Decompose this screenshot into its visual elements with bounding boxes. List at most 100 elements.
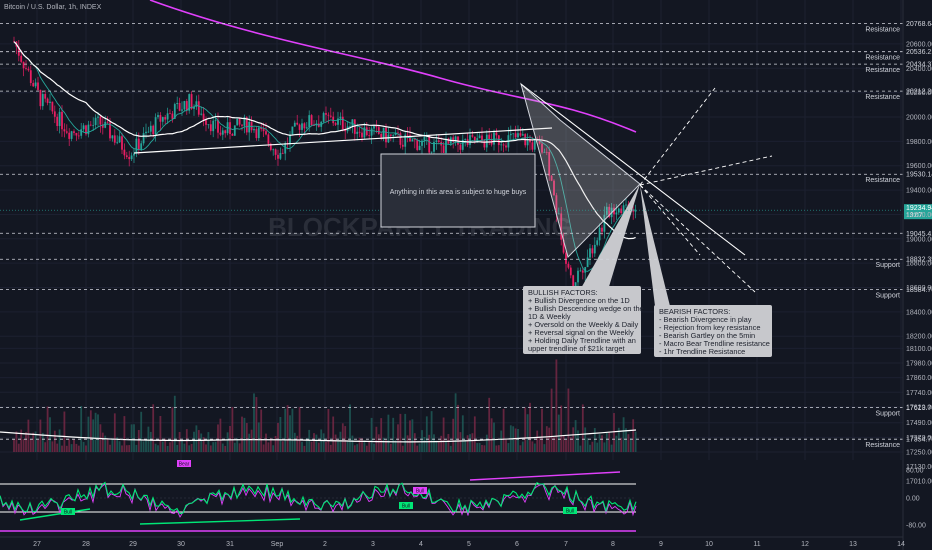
candle: [63, 129, 66, 132]
volume-bar: [68, 438, 71, 452]
candle: [608, 206, 611, 218]
volume-bar: [209, 445, 212, 452]
candle: [238, 118, 241, 125]
candle: [94, 117, 97, 126]
candle: [428, 135, 431, 153]
volume-bar: [272, 445, 275, 452]
volume-bar: [596, 442, 599, 452]
candle: [632, 209, 635, 212]
callout-pointer: [580, 184, 640, 290]
volume-bar: [430, 411, 433, 452]
volume-bar: [267, 442, 270, 452]
time-tick-label: 30: [177, 541, 185, 548]
candle: [584, 267, 587, 273]
price-tick-label: 19200.00: [906, 212, 932, 219]
volume-bar: [548, 427, 551, 452]
candle: [581, 270, 584, 273]
candle: [469, 135, 471, 145]
candle: [361, 132, 363, 138]
volume-bar: [632, 419, 635, 452]
volume-bar: [255, 397, 258, 452]
level-value-label: 19045.41: [906, 231, 932, 238]
time-tick-label: 10: [705, 541, 713, 548]
candle: [181, 109, 183, 111]
volume-bar: [440, 435, 443, 452]
level-name-label: Resistance: [865, 67, 900, 74]
volume-bar: [589, 444, 591, 452]
candle: [548, 151, 551, 176]
price-tick-label: 18800.00: [906, 261, 932, 268]
volume-bar: [20, 429, 23, 452]
drawings: [133, 82, 773, 306]
volume-bar: [613, 413, 615, 452]
candle: [502, 144, 505, 146]
candle: [500, 144, 503, 146]
candle: [87, 124, 90, 135]
volume-bar: [29, 438, 32, 452]
volume-bar: [521, 441, 524, 452]
time-tick-label: 14: [897, 541, 905, 548]
candle: [370, 128, 373, 136]
candle: [471, 135, 474, 137]
candle: [375, 125, 378, 128]
volume-bar: [457, 404, 459, 452]
volume-bar: [629, 438, 632, 452]
candle: [493, 132, 495, 145]
current-time-label: 13:07: [906, 212, 923, 219]
volume-bar: [159, 415, 162, 452]
volume-bar: [392, 417, 395, 452]
candle: [176, 103, 179, 105]
volume-bar: [358, 437, 361, 452]
candle: [620, 208, 623, 214]
candle: [32, 83, 35, 87]
candle: [389, 134, 392, 136]
level-value-label: 19530.14: [906, 172, 932, 179]
candle: [197, 101, 200, 115]
candle: [279, 152, 282, 159]
volume-bar: [584, 427, 587, 452]
oscillator-signal-tag: [413, 487, 427, 494]
volume-bar: [279, 416, 282, 452]
candle: [221, 130, 224, 135]
volume-bar: [497, 445, 500, 452]
candle: [301, 123, 303, 130]
candle: [111, 135, 114, 139]
volume-bar: [526, 414, 529, 452]
bearish-note-line: - 1hr Trendline Resistance: [659, 347, 745, 356]
price-tick-label: 19600.00: [906, 163, 932, 170]
bullish-note-line: + Reversal signal on the Weekly: [528, 328, 634, 337]
candle: [574, 282, 577, 287]
price-tick-label: 20000.00: [906, 115, 932, 122]
candle: [445, 138, 447, 153]
candle: [567, 263, 570, 268]
candle: [329, 115, 332, 117]
volume-bar: [181, 440, 183, 452]
volume-bar: [341, 423, 344, 452]
volume-bar: [85, 445, 87, 452]
candle: [85, 125, 87, 135]
candle: [634, 210, 637, 212]
chart-title: Bitcoin / U.S. Dollar, 1h, INDEX: [4, 4, 102, 11]
oscillator-signal-tag: [399, 502, 413, 509]
candle: [291, 126, 294, 135]
price-tick-label: 20600.00: [906, 41, 932, 48]
volume-bar: [461, 415, 464, 452]
candle: [97, 116, 99, 118]
volume-bar: [452, 418, 455, 452]
candle: [399, 133, 402, 145]
volume-bar: [123, 416, 126, 452]
volume-bar: [622, 417, 625, 452]
candle: [397, 132, 399, 134]
volume-bar: [169, 442, 171, 452]
candle: [430, 151, 433, 153]
volume-bar: [325, 441, 327, 452]
volume-bar: [217, 424, 219, 452]
candle: [34, 82, 37, 87]
volume-bar: [387, 414, 390, 452]
candle: [356, 131, 359, 134]
volume-bar: [298, 407, 301, 452]
volume-bar: [152, 404, 155, 452]
candle: [267, 134, 270, 144]
ma-fast-line: [13, 41, 636, 272]
